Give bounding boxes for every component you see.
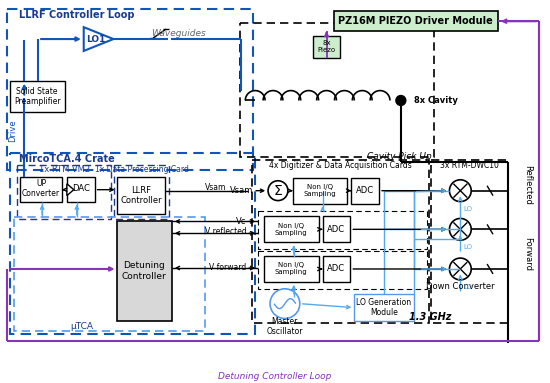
Bar xyxy=(10,81,65,112)
Text: Detuning
Controller: Detuning Controller xyxy=(122,261,167,281)
Text: 1x RTM-VM2: 1x RTM-VM2 xyxy=(40,165,90,174)
Bar xyxy=(334,11,498,31)
Text: Vc: Vc xyxy=(236,217,246,226)
Text: 8x
Piezo: 8x Piezo xyxy=(317,41,336,54)
Text: Solid State
Preamplifier: Solid State Preamplifier xyxy=(14,87,60,106)
Text: V reflected: V reflected xyxy=(205,227,246,236)
Text: PZ16M PIEZO Driver Module: PZ16M PIEZO Driver Module xyxy=(338,16,493,26)
Bar xyxy=(18,165,112,219)
Text: UP
Converter: UP Converter xyxy=(22,179,60,198)
Bar xyxy=(322,256,350,282)
Text: LLRF Controller Loop: LLRF Controller Loop xyxy=(19,10,135,20)
Bar xyxy=(114,165,169,219)
Text: 8x Cavity: 8x Cavity xyxy=(414,96,458,105)
Circle shape xyxy=(268,181,288,201)
Text: Forward: Forward xyxy=(523,237,532,271)
Text: Waveguides: Waveguides xyxy=(151,29,206,38)
Bar xyxy=(117,177,165,214)
Text: ADC: ADC xyxy=(327,225,345,234)
Text: 1.3 GHz: 1.3 GHz xyxy=(409,311,452,322)
Bar xyxy=(240,23,433,157)
Bar xyxy=(252,160,428,324)
Bar xyxy=(14,218,205,331)
Text: Non I/Q
Sampling: Non I/Q Sampling xyxy=(274,223,307,236)
Polygon shape xyxy=(84,27,113,51)
Bar xyxy=(354,294,414,321)
Text: LO: LO xyxy=(464,206,473,211)
Text: Reflected: Reflected xyxy=(523,165,532,205)
Bar xyxy=(431,160,508,324)
Text: μTCA: μTCA xyxy=(70,322,94,331)
Bar xyxy=(264,216,318,242)
Bar xyxy=(258,211,427,249)
Text: DAC: DAC xyxy=(72,184,90,193)
Text: LO Generation
Module: LO Generation Module xyxy=(356,298,411,318)
Text: ADC: ADC xyxy=(327,265,345,273)
Bar xyxy=(322,216,350,242)
Bar xyxy=(10,153,255,334)
Bar xyxy=(117,221,172,321)
Bar xyxy=(20,177,62,201)
Circle shape xyxy=(449,218,471,240)
Circle shape xyxy=(396,95,406,105)
Circle shape xyxy=(449,180,471,201)
Bar xyxy=(258,251,427,289)
Text: Master
Oscillator: Master Oscillator xyxy=(267,317,303,336)
Text: Down Converter: Down Converter xyxy=(426,282,494,291)
Circle shape xyxy=(270,289,300,319)
Text: 3x RTM-DWC10: 3x RTM-DWC10 xyxy=(440,161,499,170)
Text: ADC: ADC xyxy=(356,186,374,195)
Bar xyxy=(293,178,348,203)
Bar xyxy=(7,9,253,170)
Text: 1x Data Processing Card: 1x Data Processing Card xyxy=(95,165,189,174)
Text: Non I/Q
Sampling: Non I/Q Sampling xyxy=(303,184,336,197)
Text: 4x Digitizer & Data Acquisition Cards: 4x Digitizer & Data Acquisition Cards xyxy=(269,161,412,170)
Polygon shape xyxy=(67,184,74,196)
Bar xyxy=(264,256,318,282)
Text: V forward: V forward xyxy=(209,264,246,272)
Text: Drive: Drive xyxy=(8,119,17,142)
Text: LO: LO xyxy=(464,284,473,290)
Text: LO: LO xyxy=(464,244,473,250)
Bar xyxy=(312,36,340,58)
Text: Σ: Σ xyxy=(273,184,282,198)
Text: Vsam: Vsam xyxy=(230,186,253,195)
Bar xyxy=(351,178,379,203)
Circle shape xyxy=(449,258,471,280)
Text: Non I/Q
Sampling: Non I/Q Sampling xyxy=(274,262,307,275)
Text: LLRF
Controller: LLRF Controller xyxy=(120,186,162,205)
Text: Cavity Pick Up: Cavity Pick Up xyxy=(366,152,431,162)
Text: LO1: LO1 xyxy=(86,34,105,44)
Text: MircoTCA.4 Crate: MircoTCA.4 Crate xyxy=(19,154,115,164)
Text: Detuning Controller Loop: Detuning Controller Loop xyxy=(218,372,332,380)
Bar xyxy=(67,177,95,201)
Text: Vsam: Vsam xyxy=(205,183,226,192)
